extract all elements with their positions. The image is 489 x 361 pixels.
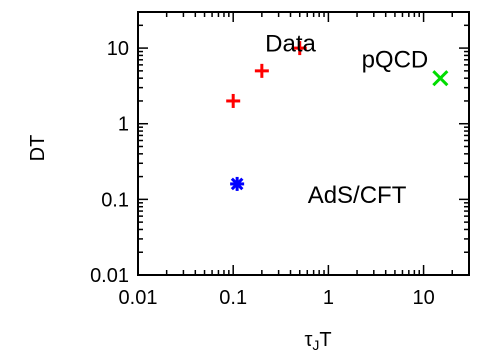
x-tick-label: 1: [323, 287, 334, 309]
x-tick-label: 10: [412, 287, 434, 309]
y-tick-label: 0.1: [101, 189, 129, 211]
x-tick-label: 0.1: [219, 287, 247, 309]
data-point-cross: [432, 70, 449, 87]
x-axis-label: τJT: [304, 329, 331, 353]
y-axis-label: DT: [27, 135, 49, 162]
y-tick-label: 0.01: [90, 265, 129, 287]
annotation-label: Data: [265, 31, 316, 58]
y-tick-label: 1: [118, 114, 129, 136]
x-tick-label: 0.01: [119, 287, 158, 309]
data-point-plus: [292, 41, 307, 56]
annotation-label: pQCD: [362, 47, 429, 74]
plot-frame: [137, 11, 470, 276]
data-point-asterisk: [230, 176, 245, 191]
data-point-plus: [226, 93, 241, 108]
annotation-label: AdS/CFT: [308, 182, 407, 209]
data-point-plus: [254, 63, 269, 78]
y-tick-label: 10: [107, 38, 129, 60]
